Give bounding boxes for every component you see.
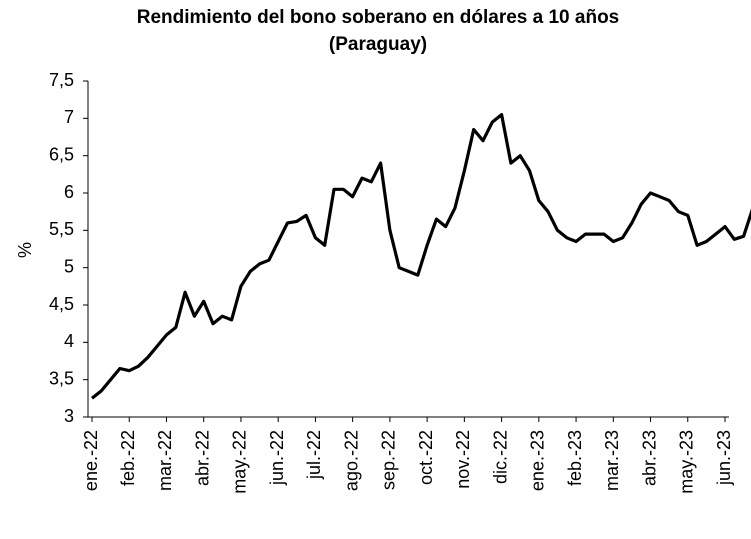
x-tick-label: feb.-22	[118, 430, 138, 486]
y-tick-label: 6	[64, 182, 74, 202]
y-tick-label: 5,5	[49, 219, 74, 239]
x-tick-label: mar.-23	[602, 430, 622, 491]
x-tick-label: jun.-23	[714, 430, 734, 486]
y-tick-label: 3,5	[49, 368, 74, 388]
line-series	[91, 113, 751, 400]
x-tick-label: oct.-22	[416, 430, 436, 485]
x-tick-label: abr.-22	[192, 430, 212, 486]
x-tick-label: sep.-22	[379, 430, 399, 490]
x-tick-label: may.-22	[230, 430, 250, 494]
y-tick-label: 4	[64, 331, 74, 351]
x-tick-label: ago.-22	[341, 430, 361, 491]
y-tick-label: 3	[64, 406, 74, 426]
x-tick-label: jul.-22	[304, 430, 324, 480]
x-tick-label: may.-23	[677, 430, 697, 494]
x-tick-label: jun.-22	[267, 430, 287, 486]
x-tick-label: dic.-22	[490, 430, 510, 484]
chart-title: (Paraguay)	[329, 34, 427, 55]
y-axis-label: %	[15, 242, 35, 258]
chart-title: Rendimiento del bono soberano en dólares…	[137, 7, 620, 28]
x-tick-label: feb.-23	[565, 430, 585, 486]
y-tick-label: 7	[64, 107, 74, 127]
y-tick-label: 4,5	[49, 294, 74, 314]
x-tick-label: nov.-22	[453, 430, 473, 489]
x-tick-label: ene.-23	[528, 430, 548, 491]
y-tick-label: 7,5	[49, 70, 74, 90]
x-tick-label: abr.-23	[639, 430, 659, 486]
x-tick-label: ene.-22	[81, 430, 101, 491]
y-tick-label: 5	[64, 256, 74, 276]
y-tick-label: 6,5	[49, 144, 74, 164]
x-tick-label: mar.-22	[155, 430, 175, 491]
